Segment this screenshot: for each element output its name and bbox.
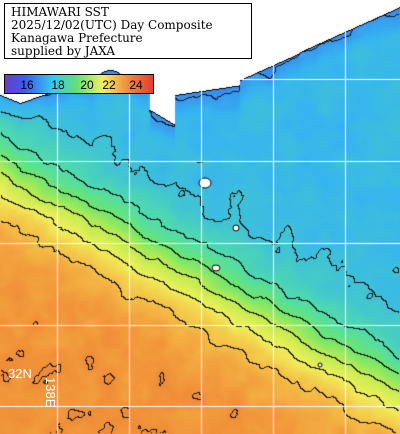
temperature-colorbar: 16 18 20 22 24 <box>4 74 154 94</box>
colorbar-tick: 18 <box>51 78 65 92</box>
colorbar-tick: 24 <box>129 78 143 92</box>
title-line-1: HIMAWARI SST <box>11 5 109 19</box>
colorbar-tick: 16 <box>20 78 34 92</box>
title-line-3: Kanagawa Prefecture <box>11 31 143 45</box>
latitude-label: 32N <box>8 366 32 381</box>
title-box: HIMAWARI SST 2025/12/02(UTC) Day Composi… <box>4 3 252 59</box>
colorbar-tick: 20 <box>80 78 94 92</box>
longitude-label: 138E <box>43 377 58 408</box>
colorbar-gradient <box>5 75 153 93</box>
title-line-4: supplied by JAXA <box>11 44 116 58</box>
colorbar-tick: 22 <box>102 78 116 92</box>
title-line-2: 2025/12/02(UTC) Day Composite <box>11 18 213 32</box>
